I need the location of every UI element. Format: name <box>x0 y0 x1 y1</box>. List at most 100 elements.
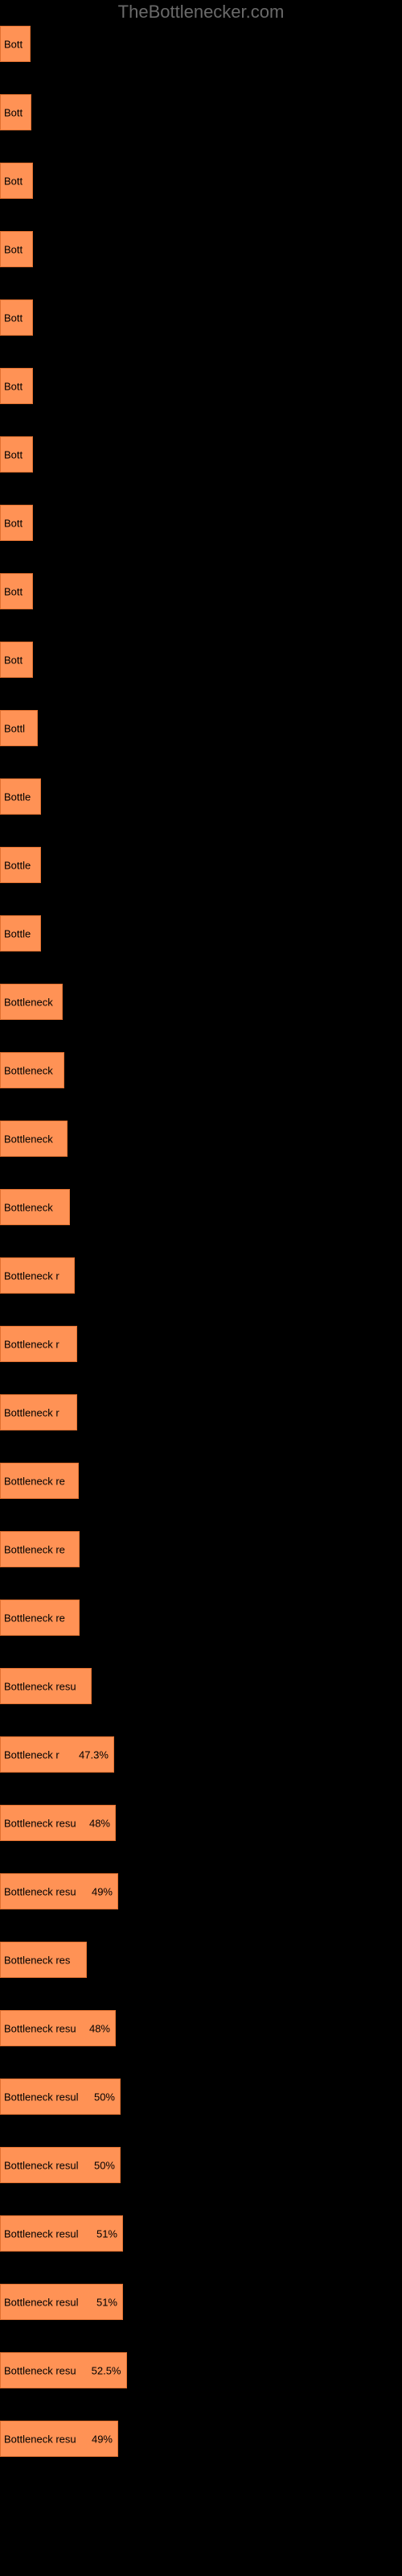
bar-row: Bottleneck <box>0 1121 402 1157</box>
bar: Bottl <box>0 710 38 746</box>
bar-value: 47.3% <box>79 1748 109 1761</box>
bar: Bottle <box>0 778 41 815</box>
bar-row: Bottleneck <box>0 1189 402 1225</box>
bar-row: Bottl <box>0 710 402 746</box>
bar-row: Bottleneck resul 51% <box>0 2284 402 2320</box>
bar: Bottleneck resul 51% <box>0 2215 123 2252</box>
bar-row: Bottle <box>0 847 402 883</box>
bar-label: Bottleneck resul <box>4 2296 79 2308</box>
bar: Bottle <box>0 847 41 883</box>
bar-label: Bott <box>4 517 23 529</box>
bar: Bottleneck r 47.3% <box>0 1736 114 1773</box>
bar: Bottleneck r <box>0 1394 77 1430</box>
site-title-link[interactable]: TheBottlenecker.com <box>118 2 285 23</box>
bar-label: Bottleneck resu <box>4 2433 76 2445</box>
bar-row: Bott <box>0 299 402 336</box>
bar: Bottleneck re <box>0 1531 80 1567</box>
bar: Bott <box>0 436 33 473</box>
bar-label: Bottleneck resu <box>4 1680 76 1692</box>
bar: Bott <box>0 163 33 199</box>
bar-row: Bottle <box>0 778 402 815</box>
bar-value: 50% <box>94 2091 115 2103</box>
bar-label: Bottleneck re <box>4 1475 65 1487</box>
bar: Bottleneck <box>0 1052 64 1088</box>
bar: Bottleneck resul50% <box>0 2079 121 2115</box>
bar: Bottleneck resu <box>0 1668 92 1704</box>
bar-label: Bottleneck r <box>4 1269 59 1282</box>
bar-value: 48% <box>89 2022 110 2034</box>
bar-label: Bottleneck resul <box>4 2227 79 2240</box>
bar-label: Bott <box>4 654 23 666</box>
bar-label: Bottleneck r <box>4 1748 59 1761</box>
bar-row: Bottleneck re <box>0 1600 402 1636</box>
bar-row: Bottle <box>0 915 402 952</box>
bar: Bottleneck <box>0 984 63 1020</box>
bar: Bottleneck re <box>0 1463 79 1499</box>
bar-label: Bott <box>4 243 23 255</box>
bar-row: Bottleneck resu 49% <box>0 2421 402 2457</box>
bar-row: Bottleneck resu 49% <box>0 1873 402 1909</box>
bar: Bott <box>0 573 33 609</box>
bar-label: Bott <box>4 448 23 460</box>
bar-row: Bottleneck <box>0 984 402 1020</box>
bar-row: Bottleneck resul 50% <box>0 2147 402 2183</box>
bar: Bottleneck resul 50% <box>0 2147 121 2183</box>
bar-label: Bott <box>4 312 23 324</box>
bar-label: Bottleneck re <box>4 1612 65 1624</box>
bar: Bott <box>0 231 33 267</box>
bar-label: Bottle <box>4 927 31 939</box>
bar: Bottleneck resu 49% <box>0 2421 118 2457</box>
bar-value: 51% <box>96 2296 117 2308</box>
bar-row: Bott <box>0 163 402 199</box>
bar-row: Bottleneck r <box>0 1394 402 1430</box>
bar-label: Bott <box>4 175 23 187</box>
bar-row: Bottleneck <box>0 1052 402 1088</box>
bar-label: Bottleneck <box>4 1064 53 1076</box>
bar: Bott <box>0 299 33 336</box>
bar: Bottleneck res <box>0 1942 87 1978</box>
bar: Bottleneck resu 49% <box>0 1873 118 1909</box>
bar-value: 50% <box>94 2159 115 2171</box>
bar-label: Bott <box>4 38 23 50</box>
bar: Bottle <box>0 915 41 952</box>
bar-row: Bott <box>0 436 402 473</box>
bottleneck-bar-chart: Bott Bott Bott Bott Bott Bott Bott Bott Bott Bott… <box>0 26 402 2489</box>
bar-row: Bottleneck resu52.5% <box>0 2352 402 2388</box>
bar-row: Bott <box>0 94 402 130</box>
bar-label: Bottleneck resu <box>4 1885 76 1897</box>
bar-row: Bottleneck resu <box>0 1668 402 1704</box>
bar-label: Bott <box>4 380 23 392</box>
bar-row: Bottleneck r <box>0 1257 402 1294</box>
bar-row: Bott <box>0 231 402 267</box>
bar: Bott <box>0 368 33 404</box>
bar-row: Bott <box>0 642 402 678</box>
bar-label: Bottleneck resu <box>4 1817 76 1829</box>
bar-value: 49% <box>92 2433 113 2445</box>
bar-value: 52.5% <box>92 2364 121 2376</box>
bar: Bottleneck <box>0 1121 68 1157</box>
bar-label: Bottleneck re <box>4 1543 65 1555</box>
bar-value: 48% <box>89 1817 110 1829</box>
bar-row: Bottleneck re <box>0 1463 402 1499</box>
bar-label: Bottle <box>4 791 31 803</box>
bar: Bottleneck r <box>0 1326 77 1362</box>
bar-value: 51% <box>96 2227 117 2240</box>
bar-label: Bottleneck resu <box>4 2022 76 2034</box>
bar-row: Bottleneck r 47.3% <box>0 1736 402 1773</box>
bar-label: Bott <box>4 585 23 597</box>
bar-label: Bottleneck r <box>4 1338 59 1350</box>
bar-row: Bottleneck res <box>0 1942 402 1978</box>
bar: Bottleneck <box>0 1189 70 1225</box>
bar-row: Bottleneck r <box>0 1326 402 1362</box>
bar: Bott <box>0 642 33 678</box>
bar: Bottleneck r <box>0 1257 75 1294</box>
bar-row: Bott <box>0 505 402 541</box>
bar: Bott <box>0 94 31 130</box>
bar-label: Bottle <box>4 859 31 871</box>
bar-label: Bottleneck res <box>4 1954 70 1966</box>
bar-label: Bottl <box>4 722 25 734</box>
bar-label: Bottleneck <box>4 1201 53 1213</box>
bar-label: Bottleneck resul <box>4 2159 79 2171</box>
bar-label: Bottleneck <box>4 996 53 1008</box>
bar-value: 49% <box>92 1885 113 1897</box>
